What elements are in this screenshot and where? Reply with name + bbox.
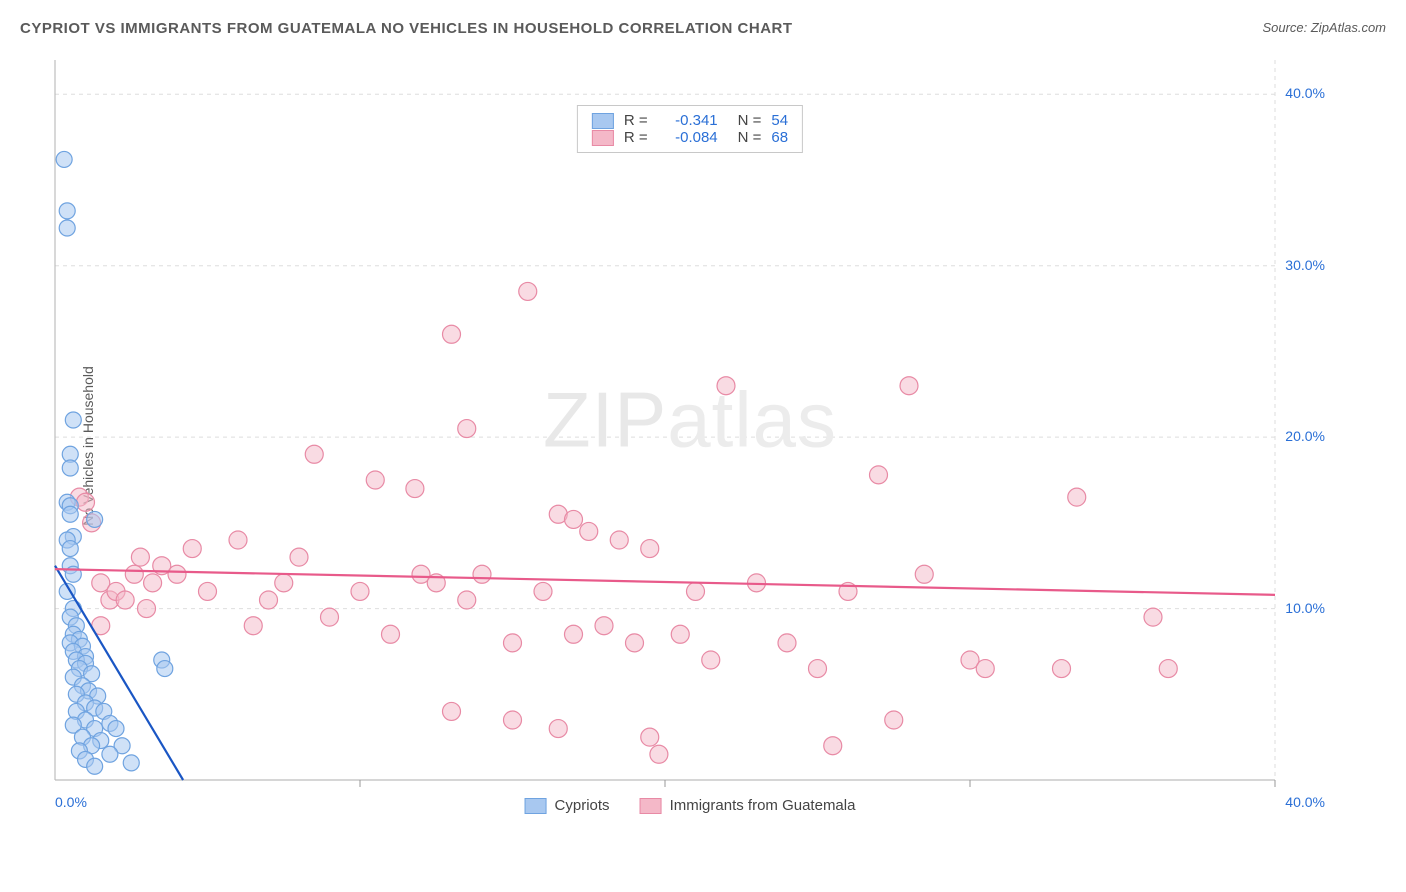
data-point [62,460,78,476]
r-value: -0.084 [658,129,718,146]
data-point [123,755,139,771]
data-point [138,600,156,618]
data-point [504,711,522,729]
data-point [168,565,186,583]
chart-title: CYPRIOT VS IMMIGRANTS FROM GUATEMALA NO … [20,20,793,37]
legend-row: R = -0.084 N = 68 [592,129,788,146]
data-point [778,634,796,652]
data-point [824,737,842,755]
scatter-plot-svg [50,50,1330,820]
data-point [549,720,567,738]
data-point [87,511,103,527]
data-point [458,420,476,438]
data-point [671,625,689,643]
axis-tick-label: 0.0% [55,794,87,810]
data-point [443,702,461,720]
axis-tick-label: 40.0% [1285,794,1325,810]
data-point [1053,660,1071,678]
data-point [915,565,933,583]
data-point [580,522,598,540]
series-legend: Cypriots Immigrants from Guatemala [525,797,856,814]
data-point [458,591,476,609]
data-point [443,325,461,343]
data-point [565,510,583,528]
data-point [610,531,628,549]
data-point [108,721,124,737]
data-point [870,466,888,484]
data-point [702,651,720,669]
r-value: -0.341 [658,112,718,129]
data-point [382,625,400,643]
r-label: R = [624,129,648,146]
legend-label: Cypriots [555,797,610,814]
data-point [900,377,918,395]
data-point [641,540,659,558]
correlation-legend: R = -0.341 N = 54 R = -0.084 N = 68 [577,105,803,153]
legend-item: Cypriots [525,797,610,814]
n-label: N = [738,112,762,129]
data-point [59,220,75,236]
legend-swatch [592,113,614,129]
legend-row: R = -0.341 N = 54 [592,112,788,129]
chart-area: ZIPatlas R =-0.341N =54R =-0.084N =68 Cy… [50,50,1330,820]
data-point [1068,488,1086,506]
data-point [885,711,903,729]
axis-tick-label: 40.0% [1285,85,1325,101]
data-point [199,582,217,600]
data-point [62,506,78,522]
data-point [56,151,72,167]
data-point [406,480,424,498]
data-point [131,548,149,566]
data-point [473,565,491,583]
data-point [144,574,162,592]
data-point [321,608,339,626]
data-point [275,574,293,592]
data-point [65,412,81,428]
data-point [244,617,262,635]
data-point [260,591,278,609]
data-point [976,660,994,678]
regression-line [55,569,1275,595]
data-point [809,660,827,678]
data-point [565,625,583,643]
n-value: 54 [771,112,788,129]
r-label: R = [624,112,648,129]
data-point [687,582,705,600]
data-point [183,540,201,558]
n-value: 68 [771,129,788,146]
data-point [366,471,384,489]
n-label: N = [738,129,762,146]
data-point [717,377,735,395]
data-point [519,282,537,300]
data-point [102,746,118,762]
axis-tick-label: 30.0% [1285,257,1325,273]
axis-tick-label: 20.0% [1285,428,1325,444]
data-point [116,591,134,609]
data-point [290,548,308,566]
data-point [641,728,659,746]
axis-tick-label: 10.0% [1285,600,1325,616]
data-point [87,758,103,774]
data-point [534,582,552,600]
data-point [125,565,143,583]
data-point [59,203,75,219]
data-point [504,634,522,652]
data-point [626,634,644,652]
legend-swatch [592,130,614,146]
source-attribution: Source: ZipAtlas.com [1262,20,1386,35]
data-point [650,745,668,763]
legend-swatch [525,798,547,814]
data-point [77,493,95,511]
data-point [1159,660,1177,678]
data-point [351,582,369,600]
legend-item: Immigrants from Guatemala [640,797,856,814]
data-point [1144,608,1162,626]
data-point [157,661,173,677]
data-point [229,531,247,549]
data-point [595,617,613,635]
data-point [305,445,323,463]
legend-label: Immigrants from Guatemala [670,797,856,814]
legend-swatch [640,798,662,814]
data-point [62,541,78,557]
